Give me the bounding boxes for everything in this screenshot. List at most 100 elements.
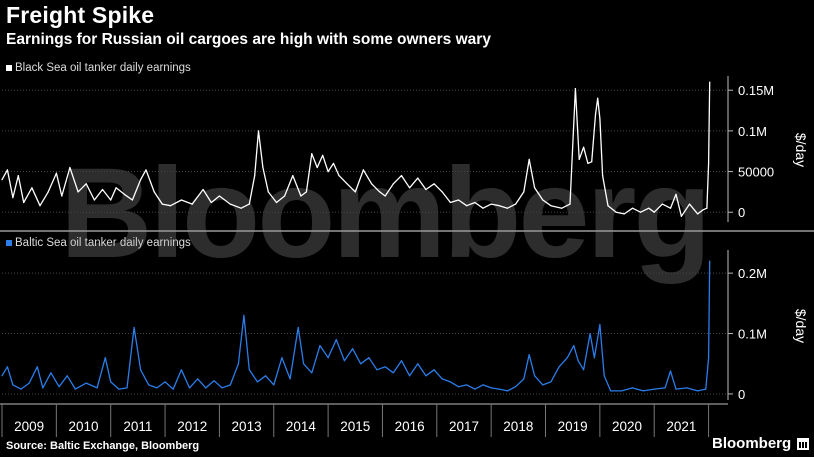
data-point-baltic-sea	[104, 357, 106, 359]
data-point-black-sea	[240, 207, 242, 209]
data-point-black-sea	[115, 187, 117, 189]
data-point-baltic-sea	[409, 375, 411, 377]
data-point-baltic-sea	[74, 388, 76, 390]
data-point-black-sea	[153, 191, 155, 193]
data-point-baltic-sea	[653, 388, 655, 390]
ytick-label-baltic-sea: 0.1M	[738, 327, 767, 342]
series-line-baltic-sea	[1, 261, 711, 392]
xtick-label: 2015	[340, 419, 370, 434]
data-point-black-sea	[275, 201, 278, 204]
data-point-baltic-sea	[256, 381, 259, 383]
data-point-black-sea	[583, 146, 585, 148]
data-point-black-sea	[77, 191, 79, 193]
data-point-black-sea	[433, 183, 435, 185]
data-point-baltic-sea	[610, 390, 612, 392]
data-point-black-sea	[623, 213, 625, 215]
data-point-black-sea	[23, 201, 25, 204]
data-point-baltic-sea	[50, 372, 52, 374]
data-point-baltic-sea	[392, 372, 394, 374]
data-point-black-sea	[338, 175, 340, 177]
data-point-black-sea	[569, 203, 571, 205]
data-point-baltic-sea	[148, 384, 150, 386]
data-point-black-sea	[55, 172, 58, 174]
data-point-black-sea	[594, 114, 597, 116]
legend-label-black-sea: Black Sea oil tanker daily earnings	[15, 62, 191, 74]
data-point-black-sea	[409, 187, 411, 189]
data-point-baltic-sea	[400, 360, 403, 362]
data-point-baltic-sea	[281, 357, 283, 359]
bloomberg-logo: Bloomberg	[712, 435, 810, 452]
data-point-baltic-sea	[664, 387, 666, 389]
data-point-black-sea	[371, 183, 373, 185]
data-point-baltic-sea	[449, 381, 451, 383]
ytick-label-black-sea: 0.15M	[738, 83, 774, 98]
data-point-black-sea	[708, 162, 710, 164]
y-axis-title-baltic-sea: $/day	[793, 309, 809, 343]
data-point-baltic-sea	[311, 372, 313, 374]
data-point-black-sea	[400, 175, 403, 177]
data-point-baltic-sea	[118, 388, 120, 390]
xtick-label: 2019	[558, 419, 588, 434]
data-point-black-sea	[457, 199, 460, 201]
data-point-black-sea	[597, 97, 599, 99]
data-point-black-sea	[284, 195, 286, 197]
data-point-black-sea	[362, 169, 364, 171]
data-point-baltic-sea	[686, 387, 688, 389]
data-point-black-sea	[561, 207, 563, 209]
xtick-label: 2020	[612, 419, 642, 434]
data-point-baltic-sea	[515, 386, 517, 388]
chart-title: Freight Spike	[6, 2, 155, 28]
data-point-black-sea	[145, 169, 147, 171]
data-point-black-sea	[47, 191, 49, 193]
ytick-label-black-sea: 50000	[738, 165, 774, 180]
data-point-black-sea	[169, 205, 172, 207]
data-point-black-sea	[262, 166, 264, 169]
data-point-baltic-sea	[188, 387, 191, 389]
data-point-baltic-sea	[265, 375, 267, 377]
data-point-baltic-sea	[360, 363, 362, 365]
data-point-baltic-sea	[376, 369, 378, 371]
xtick-label: 2012	[177, 419, 207, 434]
data-point-baltic-sea	[368, 357, 370, 359]
data-point-black-sea	[300, 195, 302, 197]
data-point-baltic-sea	[42, 387, 44, 389]
data-point-black-sea	[574, 88, 577, 90]
data-point-baltic-sea	[343, 360, 345, 362]
xtick-label: 2011	[123, 419, 152, 434]
data-point-baltic-sea	[675, 388, 677, 390]
data-point-baltic-sea	[603, 375, 605, 377]
data-point-baltic-sea	[697, 390, 699, 392]
xtick-label: 2017	[449, 419, 479, 434]
data-point-black-sea	[669, 207, 672, 209]
data-point-baltic-sea	[384, 366, 386, 368]
legend-swatch-baltic-sea	[6, 240, 12, 246]
data-point-baltic-sea	[248, 369, 250, 371]
data-point-black-sea	[515, 203, 517, 205]
data-point-black-sea	[697, 213, 699, 215]
data-point-black-sea	[648, 207, 650, 209]
data-point-baltic-sea	[335, 339, 337, 341]
data-point-black-sea	[680, 215, 683, 217]
data-point-black-sea	[550, 205, 552, 207]
data-point-baltic-sea	[566, 357, 568, 359]
data-point-black-sea	[591, 161, 593, 163]
data-point-baltic-sea	[589, 333, 591, 335]
data-point-black-sea	[615, 211, 617, 213]
data-point-baltic-sea	[534, 375, 536, 377]
data-point-black-sea	[61, 195, 63, 197]
data-point-black-sea	[709, 81, 711, 83]
data-point-black-sea	[110, 199, 112, 201]
data-point-baltic-sea	[550, 381, 552, 383]
data-point-black-sea	[661, 203, 664, 205]
data-point-black-sea	[12, 197, 14, 199]
data-point-baltic-sea	[180, 369, 182, 371]
data-point-baltic-sea	[229, 384, 231, 386]
data-point-black-sea	[191, 203, 193, 205]
data-point-black-sea	[292, 175, 294, 177]
data-point-black-sea	[180, 199, 182, 201]
series-line-black-sea	[1, 82, 711, 217]
data-point-black-sea	[534, 187, 536, 189]
data-point-black-sea	[229, 203, 231, 205]
data-point-baltic-sea	[12, 384, 14, 386]
data-point-baltic-sea	[20, 388, 22, 390]
